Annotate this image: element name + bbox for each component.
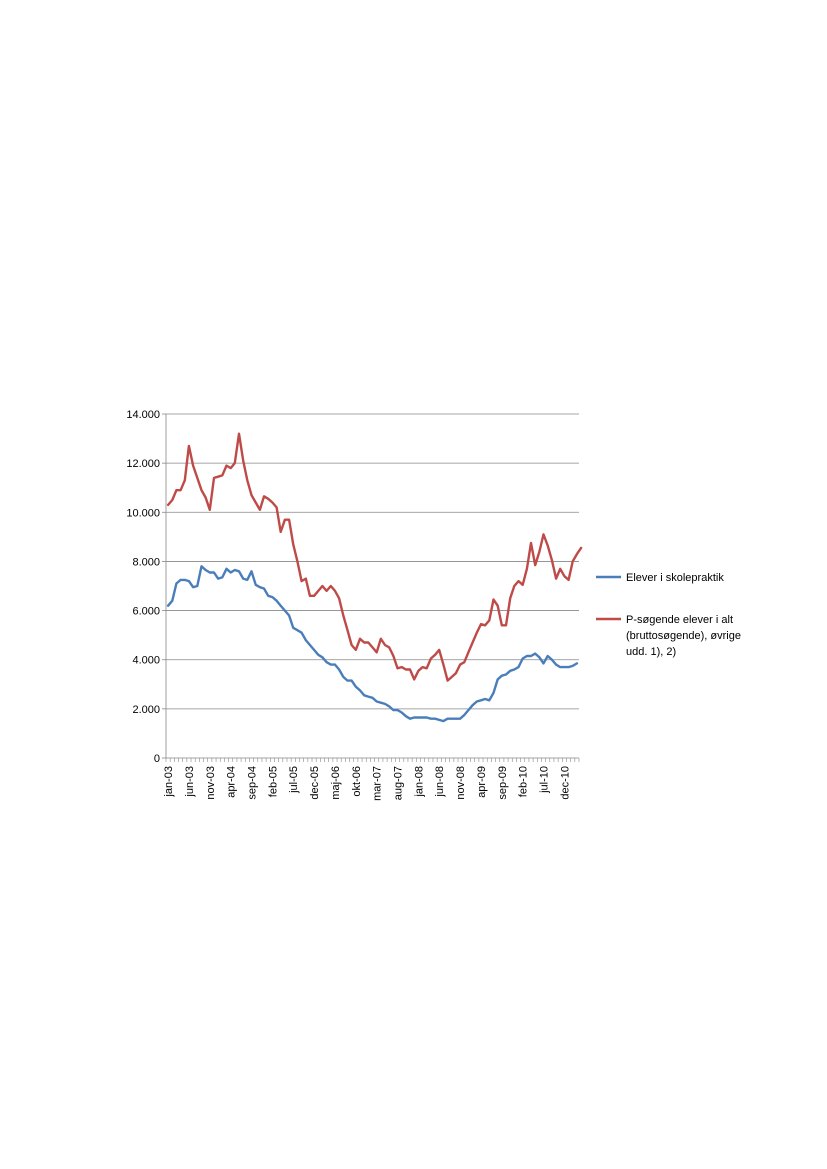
x-tick-label: jun-08	[434, 766, 446, 798]
x-tick-label: aug-07	[393, 766, 405, 800]
y-tick-label: 10.000	[126, 507, 160, 519]
x-tick-label: maj-06	[330, 766, 342, 800]
y-tick-label: 8.000	[132, 556, 160, 568]
x-tick-label: sep-09	[497, 766, 509, 800]
legend-label-elever: Elever i skolepraktik	[626, 572, 724, 584]
x-tick-label: jun-03	[184, 766, 196, 798]
x-tick-label: jul-10	[539, 766, 551, 794]
legend-label-p-sogende-line1: P-søgende elever i alt	[626, 614, 733, 626]
legend: Elever i skolepraktik P-søgende elever i…	[596, 572, 744, 658]
x-tick-label: jan-03	[163, 766, 175, 798]
x-tick-label: mar-07	[372, 766, 384, 801]
x-tick-label: apr-09	[476, 766, 488, 798]
x-tick-label: nov-08	[455, 766, 467, 800]
axes	[162, 413, 580, 762]
y-tick-label: 6.000	[132, 606, 160, 618]
y-tick-labels: 0 2.000 4.000 6.000 8.000 10.000 12.000 14.000	[126, 409, 160, 765]
legend-label-p-sogende-line2: (bruttosøgende), øvrige	[626, 630, 741, 642]
x-tick-label: feb-10	[518, 766, 530, 797]
series-line-p-sogende	[166, 432, 583, 682]
x-tick-label: dec-05	[309, 766, 321, 800]
series-line-elever	[166, 565, 579, 723]
y-tick-label: 14.000	[126, 409, 160, 421]
x-tick-label: apr-04	[226, 766, 238, 798]
x-tick-label: jul-05	[288, 766, 300, 794]
x-tick-label: jan-08	[413, 766, 425, 798]
series-lines	[166, 432, 583, 723]
y-tick-label: 0	[154, 753, 160, 765]
y-tick-label: 4.000	[132, 655, 160, 667]
gridlines	[166, 413, 579, 710]
x-tick-label: dec-10	[559, 766, 571, 800]
y-tick-label: 12.000	[126, 458, 160, 470]
x-tick-label: okt-06	[351, 766, 363, 797]
x-tick-label: nov-03	[205, 766, 217, 800]
y-tick-label: 2.000	[132, 704, 160, 716]
x-tick-labels: jan-03 jun-03 nov-03 apr-04 sep-04 feb-05 jul-…	[163, 766, 571, 801]
x-tick-label: sep-04	[247, 766, 259, 800]
legend-label-p-sogende-line3: udd. 1), 2)	[626, 646, 676, 658]
x-tick-label: feb-05	[267, 766, 279, 797]
legend-label-p-sogende: P-søgende elever i alt (bruttosøgende), …	[626, 614, 744, 658]
